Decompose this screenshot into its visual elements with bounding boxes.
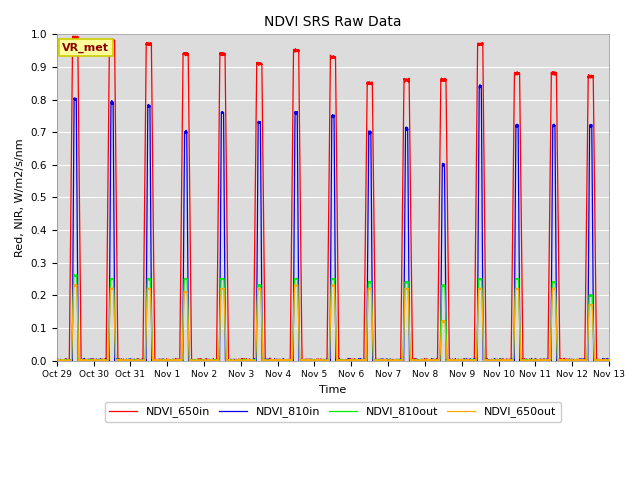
NDVI_650out: [165, 358, 173, 363]
NDVI_810out: [604, 358, 611, 363]
Legend: NDVI_650in, NDVI_810in, NDVI_810out, NDVI_650out: NDVI_650in, NDVI_810in, NDVI_810out, NDV…: [105, 402, 561, 422]
NDVI_650out: [72, 282, 79, 288]
Line: NDVI_810in: NDVI_810in: [57, 85, 609, 360]
NDVI_810in: [53, 358, 61, 363]
Line: NDVI_650out: NDVI_650out: [57, 285, 609, 360]
NDVI_650out: [605, 358, 613, 363]
NDVI_650in: [53, 358, 61, 363]
NDVI_810out: [260, 358, 268, 363]
NDVI_810out: [488, 358, 495, 363]
NDVI_810in: [605, 358, 613, 363]
NDVI_650in: [604, 358, 611, 363]
NDVI_810in: [260, 358, 268, 363]
NDVI_810out: [70, 272, 78, 278]
NDVI_810in: [488, 358, 495, 363]
Y-axis label: Red, NIR, W/m2/s/nm: Red, NIR, W/m2/s/nm: [15, 138, 25, 257]
NDVI_810out: [171, 358, 179, 363]
NDVI_650in: [69, 33, 77, 39]
X-axis label: Time: Time: [319, 385, 346, 395]
NDVI_810out: [605, 358, 613, 363]
NDVI_650in: [165, 357, 173, 362]
NDVI_810in: [171, 358, 179, 363]
NDVI_650in: [605, 358, 613, 363]
NDVI_650out: [260, 358, 268, 363]
NDVI_650in: [172, 358, 179, 363]
NDVI_810in: [476, 82, 484, 88]
NDVI_650out: [172, 358, 179, 363]
NDVI_650out: [410, 358, 417, 363]
Line: NDVI_810out: NDVI_810out: [57, 275, 609, 360]
NDVI_650in: [53, 358, 61, 363]
NDVI_650in: [260, 219, 268, 225]
NDVI_810out: [409, 358, 417, 363]
NDVI_810in: [53, 357, 61, 362]
NDVI_810out: [165, 358, 173, 363]
NDVI_650out: [488, 358, 495, 363]
Text: VR_met: VR_met: [62, 43, 109, 53]
Title: NDVI SRS Raw Data: NDVI SRS Raw Data: [264, 15, 402, 29]
NDVI_650out: [604, 358, 611, 363]
NDVI_810out: [53, 358, 61, 363]
NDVI_810in: [409, 358, 417, 363]
NDVI_650out: [53, 358, 61, 363]
NDVI_650in: [488, 358, 495, 363]
NDVI_650in: [410, 358, 417, 363]
NDVI_810in: [165, 358, 173, 363]
NDVI_650out: [53, 358, 61, 363]
NDVI_810in: [604, 357, 611, 363]
Line: NDVI_650in: NDVI_650in: [57, 36, 609, 360]
